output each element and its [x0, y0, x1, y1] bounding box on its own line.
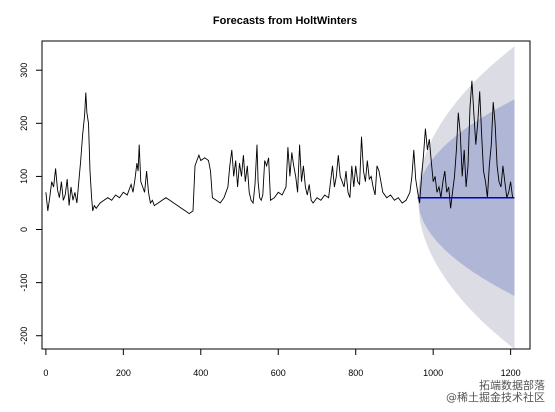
y-axis: -200 -100 0 100 200 300 — [19, 63, 43, 345]
x-tick-label: 1200 — [501, 368, 521, 378]
y-tick-label: 200 — [19, 116, 29, 131]
x-tick-label: 400 — [193, 368, 208, 378]
y-tick-label: -100 — [19, 274, 29, 292]
y-tick-label: 300 — [19, 63, 29, 78]
watermark-line-1: 拓端数据部落 — [479, 379, 545, 392]
x-tick-label: 0 — [43, 368, 48, 378]
y-tick-label: -200 — [19, 327, 29, 345]
y-tick-label: 100 — [19, 169, 29, 184]
x-tick-label: 200 — [116, 368, 131, 378]
watermark-line-2: @稀土掘金技术社区 — [446, 391, 545, 404]
observed-line — [45, 80, 514, 215]
x-tick-label: 800 — [348, 368, 363, 378]
watermark: 拓端数据部落 @稀土掘金技术社区 — [446, 380, 545, 404]
y-tick-label: 0 — [19, 227, 29, 232]
chart-title: Forecasts from HoltWinters — [213, 15, 357, 27]
plot-frame — [41, 40, 531, 350]
x-axis: 0 200 400 600 800 1000 1200 — [43, 348, 521, 378]
x-tick-label: 600 — [271, 368, 286, 378]
x-tick-label: 1000 — [423, 368, 443, 378]
series-group — [45, 80, 515, 215]
